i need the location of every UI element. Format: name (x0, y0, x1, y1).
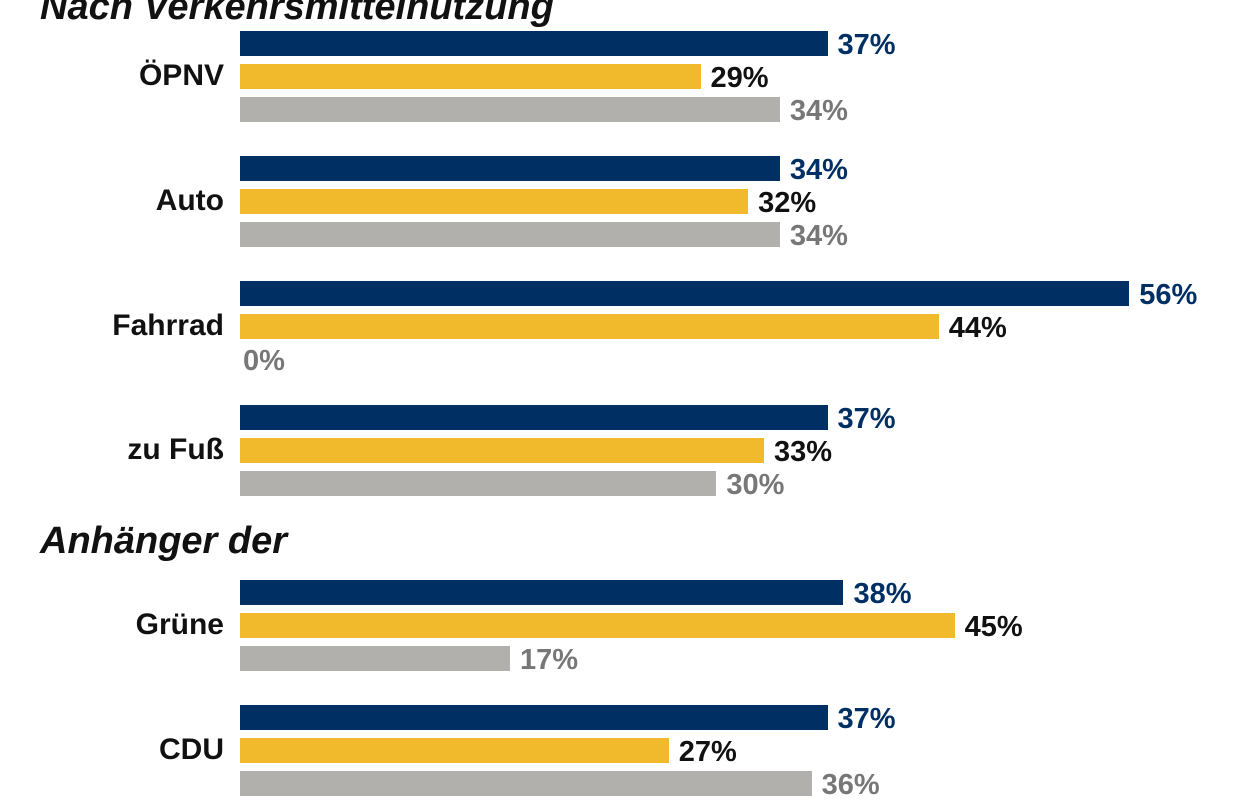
data-label: 36% (821, 769, 880, 801)
bar (240, 438, 765, 463)
section-title: Nach Verkehrsmittelnutzung (40, 0, 554, 28)
bar (240, 314, 939, 339)
bar (240, 705, 828, 730)
bar (240, 580, 844, 605)
data-label: 37% (837, 29, 896, 61)
data-label: 29% (710, 62, 769, 94)
data-label: 34% (789, 95, 848, 127)
data-label: 45% (964, 611, 1023, 643)
data-label: 27% (678, 736, 737, 768)
bar (240, 405, 828, 430)
bar (240, 31, 828, 56)
bar (240, 613, 955, 638)
section-title: Anhänger der (40, 520, 288, 562)
bar (240, 281, 1130, 306)
category-label: zu Fuß (127, 433, 224, 466)
data-label: 44% (948, 312, 1007, 344)
data-label: 0% (243, 345, 285, 377)
bar (240, 738, 669, 763)
data-label: 34% (789, 220, 848, 252)
bar (240, 646, 510, 671)
data-label: 33% (774, 436, 833, 468)
bar (240, 64, 701, 89)
bar (240, 471, 717, 496)
data-label: 17% (519, 644, 578, 676)
data-label: 56% (1139, 279, 1198, 311)
data-label: 34% (789, 154, 848, 186)
data-label: 37% (837, 403, 896, 435)
data-label: 32% (758, 187, 817, 219)
bar (240, 189, 749, 214)
category-label: Grüne (135, 608, 224, 641)
category-label: Fahrrad (112, 309, 224, 342)
data-label: 38% (853, 578, 912, 610)
bar (240, 222, 780, 247)
bar (240, 771, 812, 796)
category-label: CDU (159, 733, 224, 766)
bar (240, 97, 780, 122)
category-label: ÖPNV (138, 59, 224, 92)
data-label: 30% (726, 469, 785, 501)
data-label: 37% (837, 703, 896, 735)
category-label: Auto (155, 184, 224, 217)
bar (240, 156, 780, 181)
